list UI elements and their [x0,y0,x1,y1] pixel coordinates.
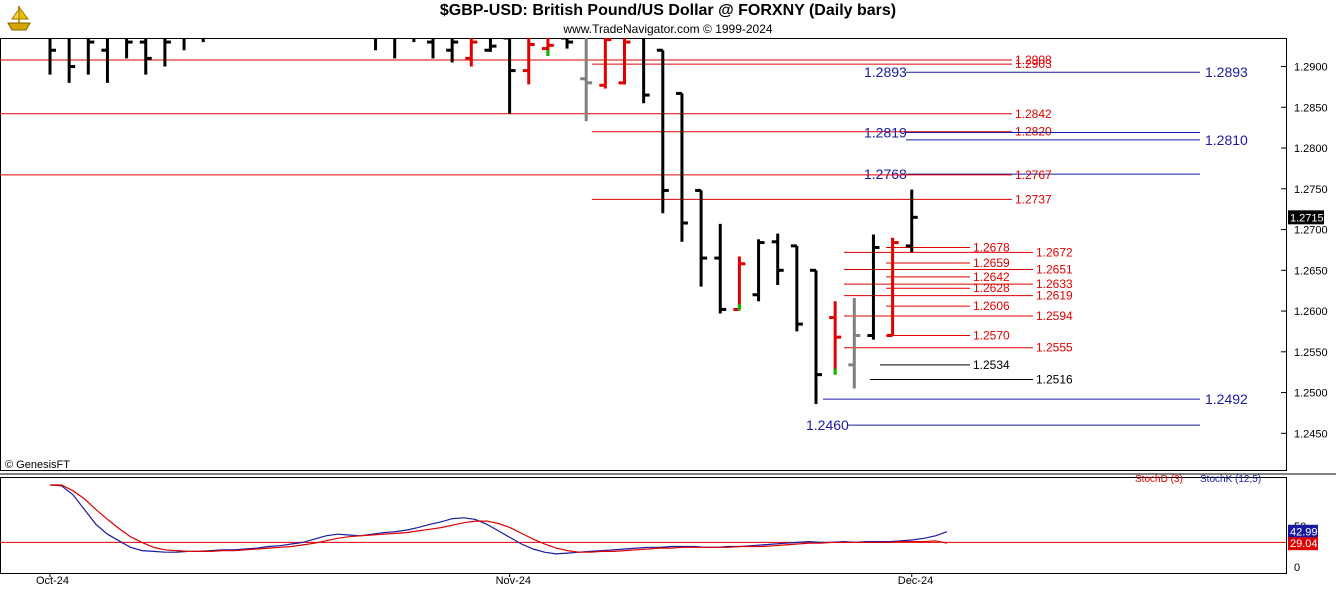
ohlc-bar [810,268,822,404]
chart-header: $GBP-USD: British Pound/US Dollar @ FORX… [0,0,1336,38]
y-tick-label: 1.2550 [1294,347,1328,359]
level-label: 1.2672 [1036,245,1073,259]
y-tick-label: 1.2650 [1294,265,1328,277]
level-label: 1.2628 [973,281,1010,295]
ohlc-bar [580,38,593,122]
y-tick-label: 1.2700 [1294,225,1328,237]
stoch-plot-area [49,484,948,555]
last-price-box [1288,210,1324,225]
stoch-k-value-box [1288,524,1318,539]
y-tick-label: 1.2800 [1294,143,1328,155]
level-label: 1.2908 [1015,53,1052,67]
last-price-label: 1.2715 [1290,212,1324,224]
ohlc-bar [656,48,669,214]
y-tick-label: 1.2900 [1294,62,1328,74]
y-tick-label: 1.2750 [1294,184,1328,196]
level-label: 1.2737 [1015,192,1052,206]
stoch-series-line [50,484,948,553]
level-label: 1.2516 [1036,373,1073,387]
ohlc-bar [829,301,842,375]
level-label: 1.2768 [864,166,907,182]
stochastic-panel-frame [0,477,1287,574]
legend-stoch-k: StochK (12,5) [1200,474,1261,485]
ohlc-bar [905,189,918,253]
level-label: 1.2633 [1036,277,1073,291]
stoch-d-value-box [1288,537,1318,551]
level-label: 1.2492 [1205,391,1248,407]
chart-subtitle: www.TradeNavigator.com © 1999-2024 [563,22,773,36]
ohlc-bar [714,223,727,314]
chart-title: $GBP-USD: British Pound/US Dollar @ FORX… [439,2,897,19]
ohlc-bar [446,38,459,63]
level-label: 1.2534 [973,358,1010,372]
x-tick-label: Dec-24 [898,575,933,587]
y-tick-label: 1.2450 [1294,428,1328,440]
level-label: 1.2767 [1015,168,1052,182]
ohlc-bar [618,38,631,85]
watermark-text: © GenesisFT [5,459,70,471]
ohlc-bar [541,38,554,56]
level-label: 1.2651 [1036,262,1073,276]
ohlc-bar [752,239,765,302]
ohlc-bar [790,244,803,332]
level-label: 1.2594 [1036,309,1073,323]
stoch-y-tick-label: 50 [1294,521,1306,533]
level-label: 1.2820 [1015,125,1052,139]
stoch-k-value: 42.99 [1290,527,1318,539]
level-label: 1.2642 [973,270,1010,284]
stoch-y-tick-label: 0 [1294,562,1300,574]
axes: 1.2900 1.2850 1.2800 1.2750 1.2700 1.2650 1.26… [0,62,1336,587]
level-label: 1.2555 [1036,341,1073,355]
ohlc-bar [599,38,612,89]
ohlc-bar [886,237,899,338]
x-tick-label: Oct-24 [36,575,69,587]
level-label: 1.2819 [864,125,907,141]
x-tick-label: Nov-24 [496,575,531,587]
ship-logo-icon [4,3,34,33]
y-tick-label: 1.2850 [1294,102,1328,114]
level-label: 1.2810 [1205,132,1248,148]
level-label: 1.2893 [864,64,907,80]
ohlc-bar [465,38,478,67]
level-label: 1.2842 [1015,107,1052,121]
y-tick-label: 1.2600 [1294,306,1328,318]
ohlc-bar [848,298,861,389]
level-label: 1.2606 [973,299,1010,313]
ohlc-bar [522,38,535,85]
level-label: 1.2460 [806,417,849,433]
level-label: 1.2570 [973,329,1010,343]
level-label: 1.2678 [973,240,1010,254]
ohlc-bar [771,233,784,285]
level-label: 1.2619 [1036,289,1073,303]
ohlc-bar [733,256,746,311]
ohlc-bar [867,234,880,340]
level-label: 1.2903 [1015,57,1052,71]
level-label: 1.2893 [1205,64,1248,80]
legend-stoch-d: StochD (3) [1135,474,1183,485]
stoch-d-value: 29.04 [1290,538,1318,550]
price-panel-frame [0,38,1287,471]
price-axis: 1.2900 1.2850 1.2800 1.2750 1.2700 1.2650 1.26… [1281,62,1328,440]
level-label: 1.2659 [973,256,1010,270]
ohlc-bar [695,188,708,287]
stoch-series-line [49,484,948,555]
y-tick-label: 1.2500 [1294,388,1328,400]
ohlc-bar [675,91,688,242]
